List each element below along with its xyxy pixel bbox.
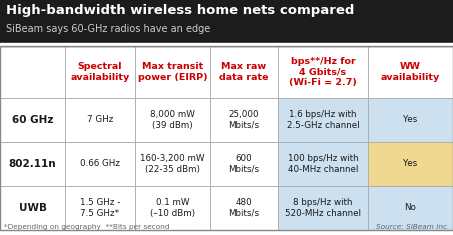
Text: SiBeam says 60-GHz radios have an edge: SiBeam says 60-GHz radios have an edge <box>6 24 210 34</box>
Text: WW
availability: WW availability <box>381 62 440 82</box>
Text: Max raw
data rate: Max raw data rate <box>219 62 269 82</box>
Text: 8,000 mW
(39 dBm): 8,000 mW (39 dBm) <box>150 110 195 130</box>
Text: 60 GHz: 60 GHz <box>12 115 53 125</box>
Bar <box>65 186 135 230</box>
Bar <box>368 186 453 230</box>
Text: High-bandwidth wireless home nets compared: High-bandwidth wireless home nets compar… <box>6 4 354 17</box>
Text: Spectral
availability: Spectral availability <box>70 62 130 82</box>
Bar <box>135 142 210 186</box>
Bar <box>135 186 210 230</box>
Text: Max transit
power (EIRP): Max transit power (EIRP) <box>138 62 207 82</box>
Text: 25,000
Mbits/s: 25,000 Mbits/s <box>228 110 260 130</box>
Text: *Depending on geography  **Bits per second: *Depending on geography **Bits per secon… <box>4 224 169 230</box>
Bar <box>278 98 368 142</box>
Bar <box>210 186 278 230</box>
Bar <box>368 98 453 142</box>
Bar <box>210 142 278 186</box>
Bar <box>0 0 453 46</box>
Text: Yes: Yes <box>403 160 418 168</box>
Bar <box>0 46 65 98</box>
Text: 7 GHz: 7 GHz <box>87 115 113 125</box>
Bar <box>368 142 453 186</box>
Text: 1.5 GHz -
7.5 GHz*: 1.5 GHz - 7.5 GHz* <box>80 198 120 218</box>
Text: 1.6 bps/Hz with
2.5-GHz channel: 1.6 bps/Hz with 2.5-GHz channel <box>287 110 359 130</box>
Text: 802.11n: 802.11n <box>9 159 56 169</box>
Text: 100 bps/Hz with
40-MHz channel: 100 bps/Hz with 40-MHz channel <box>288 154 358 174</box>
Text: 480
Mbits/s: 480 Mbits/s <box>228 198 260 218</box>
Text: 0.66 GHz: 0.66 GHz <box>80 160 120 168</box>
Text: 0.1 mW
(–10 dBm): 0.1 mW (–10 dBm) <box>150 198 195 218</box>
Text: 600
Mbits/s: 600 Mbits/s <box>228 154 260 174</box>
Bar <box>278 186 368 230</box>
Bar <box>368 46 453 98</box>
Bar <box>135 98 210 142</box>
Text: Source: SiBeam Inc.: Source: SiBeam Inc. <box>376 224 449 230</box>
Bar <box>0 142 65 186</box>
Bar <box>0 98 65 142</box>
Text: bps**/Hz for
4 Gbits/s
(Wi-Fi = 2.7): bps**/Hz for 4 Gbits/s (Wi-Fi = 2.7) <box>289 57 357 87</box>
Bar <box>65 46 135 98</box>
Bar <box>0 186 65 230</box>
Text: No: No <box>405 204 416 212</box>
Bar <box>210 46 278 98</box>
Bar <box>210 98 278 142</box>
Bar <box>65 98 135 142</box>
Bar <box>278 46 368 98</box>
Bar <box>0 46 453 230</box>
Bar <box>0 46 453 230</box>
Bar <box>278 142 368 186</box>
Bar <box>65 142 135 186</box>
Bar <box>0 43 453 46</box>
Text: 160-3,200 mW
(22-35 dBm): 160-3,200 mW (22-35 dBm) <box>140 154 205 174</box>
Text: 8 bps/Hz with
520-MHz channel: 8 bps/Hz with 520-MHz channel <box>285 198 361 218</box>
Text: UWB: UWB <box>19 203 47 213</box>
Bar <box>135 46 210 98</box>
Text: Yes: Yes <box>403 115 418 125</box>
